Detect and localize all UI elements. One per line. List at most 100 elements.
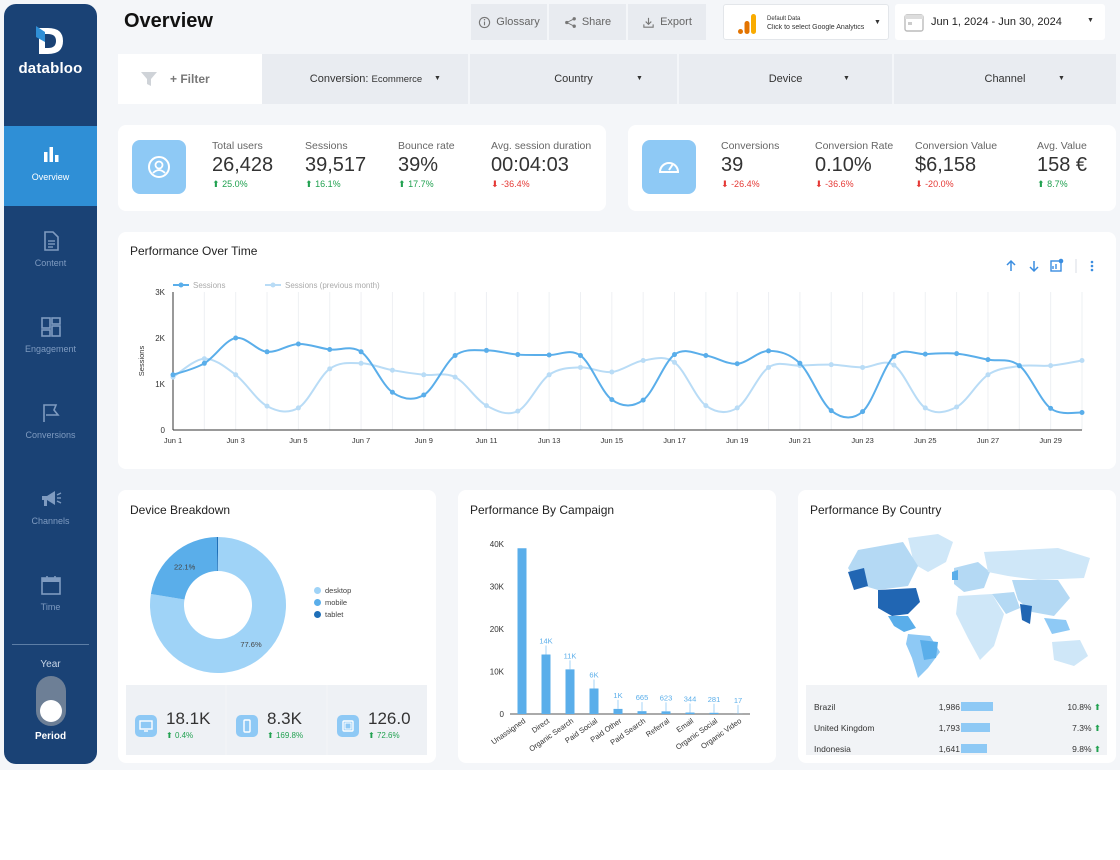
divider <box>677 54 679 104</box>
sidebar-item-time[interactable]: Time <box>4 556 97 636</box>
period-toggle[interactable] <box>36 676 66 726</box>
share-label: Share <box>581 16 612 28</box>
map-region-brazil[interactable] <box>920 640 938 660</box>
legend-label: tablet <box>325 610 344 619</box>
device-stat-value: 18.1K <box>166 709 211 728</box>
mobile-icon <box>236 715 258 737</box>
series-line-1 <box>172 357 1083 415</box>
date-range-picker[interactable]: Jun 1, 2024 - Jun 30, 2024 ▼ <box>895 4 1105 40</box>
y-tick-label: 0 <box>500 710 505 719</box>
glossary-button[interactable]: Glossary <box>471 4 547 40</box>
map-region-europe[interactable] <box>954 562 990 592</box>
device-stat-delta: ⬆ 169.8% <box>267 731 304 740</box>
sidebar-item-content[interactable]: Content <box>4 212 97 292</box>
map-region-alaska[interactable] <box>848 568 868 590</box>
card-title: Device Breakdown <box>130 503 231 517</box>
more-options-icon[interactable] <box>1090 260 1094 272</box>
map-region-russia[interactable] <box>984 548 1090 580</box>
country-value: 1,793 <box>938 723 960 733</box>
period-label: Period <box>34 731 67 742</box>
world-map[interactable] <box>808 528 1108 683</box>
sidebar-item-overview[interactable]: Overview <box>4 126 97 206</box>
x-tick-label: Jun 19 <box>726 436 749 445</box>
device-dropdown-label: Device <box>768 73 803 85</box>
device-dropdown[interactable]: Device ▼ <box>679 54 892 104</box>
table-row[interactable]: Indonesia 1,641 9.8% ⬆ <box>806 739 1107 755</box>
x-tick-label: Jun 7 <box>352 436 370 445</box>
map-region-india[interactable] <box>1020 604 1032 624</box>
kpi-delta-value: -36.4% <box>501 179 530 189</box>
data-point <box>201 356 207 362</box>
data-point <box>640 397 646 403</box>
data-point <box>264 403 270 409</box>
sidebar-item-engagement[interactable]: Engagement <box>4 298 97 378</box>
map-region-asia[interactable] <box>1012 580 1070 616</box>
country-bar <box>961 744 987 753</box>
sort-ascending-icon[interactable] <box>1006 259 1016 271</box>
kpi-delta: ⬇ -36.4% <box>491 179 591 190</box>
datasource-name: Default Data <box>767 16 801 22</box>
country-name: Indonesia <box>814 744 851 754</box>
map-region-africa[interactable] <box>956 594 1004 660</box>
user-icon <box>132 140 186 194</box>
donut-slice-mobile <box>150 537 218 600</box>
export-button[interactable]: Export <box>628 4 706 40</box>
channel-dropdown-label: Channel <box>984 73 1026 85</box>
year-label: Year <box>40 659 61 670</box>
kpi-conversion-value: Conversion Value $6,158 ⬇ -20.0% <box>915 140 997 190</box>
card-title: Performance Over Time <box>130 244 258 258</box>
chart-settings-icon[interactable] <box>1050 258 1064 272</box>
brand-logo[interactable]: databloo <box>4 24 97 77</box>
x-tick-label: Jun 25 <box>914 436 937 445</box>
map-region-southeast-asia[interactable] <box>1044 618 1070 634</box>
arrow-up-icon: ⬆ <box>1093 744 1101 754</box>
map-region-mexico[interactable] <box>888 616 916 632</box>
add-filter-button[interactable]: + Filter <box>118 54 262 104</box>
campaign-bar-chart: 010K20K30K40KUnassigned14KDirect11KOrgan… <box>490 540 750 754</box>
chart-toolbar <box>1006 258 1094 273</box>
map-region-greenland[interactable] <box>908 534 953 572</box>
calendar-icon <box>40 576 61 595</box>
kpi-avg-session-duration: Avg. session duration 00:04:03 ⬇ -36.4% <box>491 140 591 190</box>
kpi-value: 00:04:03 <box>491 154 569 176</box>
channel-dropdown[interactable]: Channel ▼ <box>894 54 1116 104</box>
country-pct-value: 7.3% <box>1072 723 1092 733</box>
divider <box>892 54 894 104</box>
caret-down-icon: ▼ <box>636 75 643 82</box>
country-dropdown[interactable]: Country ▼ <box>470 54 677 104</box>
toggle-knob[interactable] <box>40 700 62 722</box>
country-value: 1,641 <box>938 744 960 754</box>
map-region-uk[interactable] <box>952 570 958 580</box>
data-point <box>389 389 395 395</box>
data-point <box>922 405 928 411</box>
conversion-dropdown-key: Conversion: <box>309 73 372 85</box>
map-region-usa[interactable] <box>878 588 920 616</box>
table-row[interactable]: United Kingdom 1,793 7.3% ⬆ <box>806 718 1107 738</box>
kpi-delta-value: -36.6% <box>825 179 854 189</box>
share-button[interactable]: Share <box>549 4 626 40</box>
table-row[interactable]: Brazil 1,986 10.8% ⬆ <box>806 697 1107 717</box>
legend-desktop[interactable]: desktop <box>314 586 351 595</box>
conversion-dropdown[interactable]: Conversion: Ecommerce ▼ <box>264 54 468 104</box>
map-region-australia[interactable] <box>1052 640 1088 666</box>
kpi-delta: ⬇ -26.4% <box>721 179 779 190</box>
data-point <box>546 372 552 378</box>
legend-tablet[interactable]: tablet <box>314 610 343 619</box>
data-point <box>327 366 333 372</box>
data-point <box>483 347 489 353</box>
device-donut-chart: 77.6% 22.1% <box>150 537 286 673</box>
kpi-delta-value: 25.0% <box>222 179 248 189</box>
sidebar-item-conversions[interactable]: Conversions <box>4 384 97 464</box>
data-point <box>985 357 991 363</box>
sidebar-item-channels[interactable]: Channels <box>4 470 97 550</box>
kpi-delta: ⬆ 17.7% <box>398 179 455 190</box>
kpi-label: Total users <box>212 140 263 152</box>
card-title: Performance By Campaign <box>470 503 615 517</box>
sort-descending-icon[interactable] <box>1029 261 1039 273</box>
kpi-delta-value: -26.4% <box>731 179 760 189</box>
filter-icon <box>141 72 157 86</box>
datasource-selector[interactable]: Default Data Click to select Google Anal… <box>723 4 889 40</box>
bar-value-label: 665 <box>636 693 649 702</box>
map-region-middle-east[interactable] <box>992 592 1020 614</box>
legend-mobile[interactable]: mobile <box>314 598 347 607</box>
